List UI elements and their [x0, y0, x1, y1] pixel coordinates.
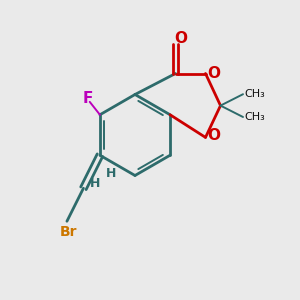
Text: Br: Br	[60, 225, 77, 239]
Text: O: O	[207, 128, 220, 143]
Text: CH₃: CH₃	[244, 112, 265, 122]
Text: F: F	[82, 91, 92, 106]
Text: CH₃: CH₃	[244, 89, 265, 99]
Text: O: O	[207, 66, 220, 81]
Text: H: H	[90, 177, 100, 190]
Text: H: H	[106, 167, 116, 180]
Text: O: O	[174, 31, 187, 46]
